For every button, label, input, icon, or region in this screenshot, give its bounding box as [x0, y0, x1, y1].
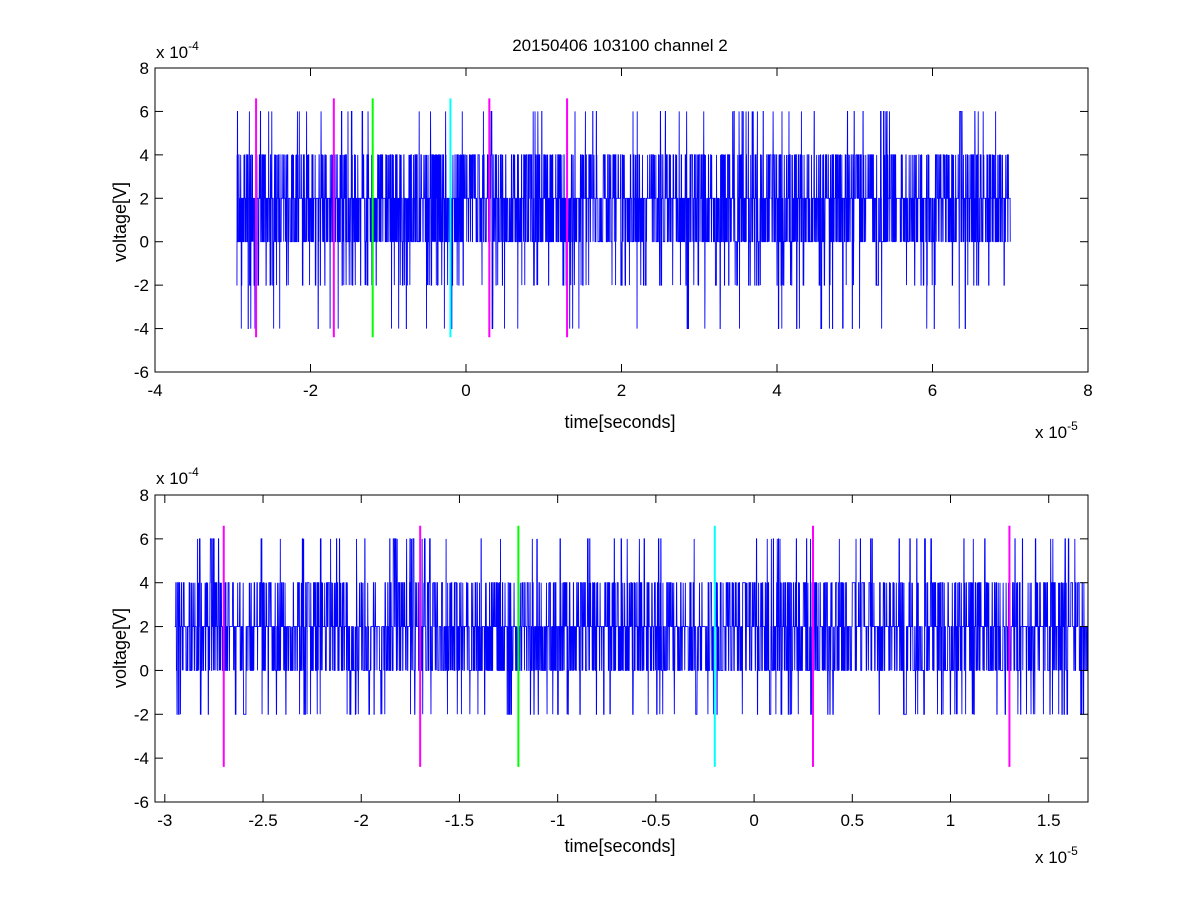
x-tick-label: 2 — [617, 381, 626, 400]
x-exponent-label: x 10-5 — [1035, 844, 1078, 867]
voltage-trace — [174, 538, 1089, 715]
x-tick-label: -2 — [303, 381, 318, 400]
y-exponent-label: x 10-4 — [156, 39, 199, 62]
plot-frame — [154, 67, 1089, 373]
x-tick-label: -2 — [354, 811, 369, 830]
x-tick-label: -1 — [550, 811, 565, 830]
y-tick-label: -2 — [134, 705, 149, 724]
y-tick-label: -4 — [134, 320, 149, 339]
x-tick-label: 0.5 — [840, 811, 864, 830]
x-tick-label: -3 — [157, 811, 172, 830]
y-tick-label: 0 — [140, 661, 149, 680]
x-tick-label: 4 — [772, 381, 781, 400]
x-tick-label: 0 — [749, 811, 758, 830]
x-exponent-label: x 10-5 — [1035, 419, 1078, 442]
y-tick-label: 4 — [140, 574, 149, 593]
top-plot: 20150406 103100 channel 2 -4 -2 0 2 4 6 8-6-4-… — [110, 36, 1093, 442]
x-tick-label: 0 — [461, 381, 470, 400]
y-tick-label: 6 — [140, 530, 149, 549]
bottom-plot: -3 -2.5 -2 -1.5 -1 -0.5 0 0.5 1 1.5 -6 -4 -2 0 2 4 6 8 ti… — [110, 465, 1089, 867]
y-tick-label: 2 — [140, 618, 149, 637]
x-tick-label: -0.5 — [641, 811, 670, 830]
x-tick-label: 1 — [946, 811, 955, 830]
y-tick-label: 6 — [140, 102, 149, 121]
y-tick-label: 2 — [140, 189, 149, 208]
y-tick-label: -6 — [134, 363, 149, 382]
x-tick-label: -2.5 — [248, 811, 277, 830]
y-axis-label: voltage[V] — [110, 182, 130, 262]
y-exponent-label: x 10-4 — [156, 465, 199, 488]
x-tick-label: 1.5 — [1037, 811, 1061, 830]
x-axis-label: time[seconds] — [564, 412, 675, 432]
x-tick-label: 6 — [928, 381, 937, 400]
x-tick-label: 8 — [1083, 381, 1092, 400]
y-tick-label: 0 — [140, 233, 149, 252]
voltage-trace — [236, 110, 1011, 330]
plot-frame — [154, 494, 1089, 803]
x-tick-label: -4 — [147, 381, 162, 400]
y-tick-label: 8 — [140, 486, 149, 505]
y-tick-label: 8 — [140, 59, 149, 78]
y-tick-label: -2 — [134, 276, 149, 295]
plot-title: 20150406 103100 channel 2 — [512, 36, 728, 55]
x-tick-label: -1.5 — [445, 811, 474, 830]
y-tick-label: -4 — [134, 749, 149, 768]
y-tick-label: -6 — [134, 793, 149, 812]
y-axis-label: voltage[V] — [110, 608, 130, 688]
y-tick-label: 4 — [140, 146, 149, 165]
x-axis-label: time[seconds] — [564, 836, 675, 856]
